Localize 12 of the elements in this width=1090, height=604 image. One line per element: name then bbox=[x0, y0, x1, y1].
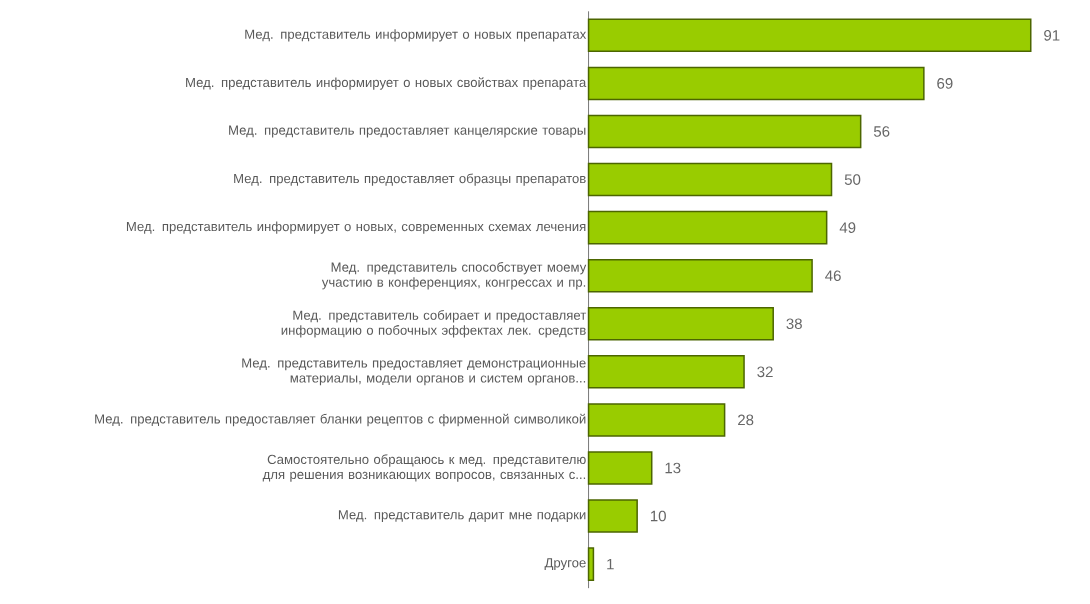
bar bbox=[587, 259, 813, 293]
bar bbox=[587, 211, 828, 245]
bar bbox=[587, 403, 726, 438]
bar bbox=[587, 451, 653, 486]
bar bbox=[587, 547, 595, 582]
bar bbox=[587, 163, 833, 197]
bar bbox=[587, 67, 925, 101]
bar bbox=[587, 115, 862, 149]
bar bbox=[587, 355, 745, 389]
bar bbox=[587, 18, 1032, 53]
bar bbox=[587, 499, 638, 534]
bar bbox=[587, 307, 774, 341]
